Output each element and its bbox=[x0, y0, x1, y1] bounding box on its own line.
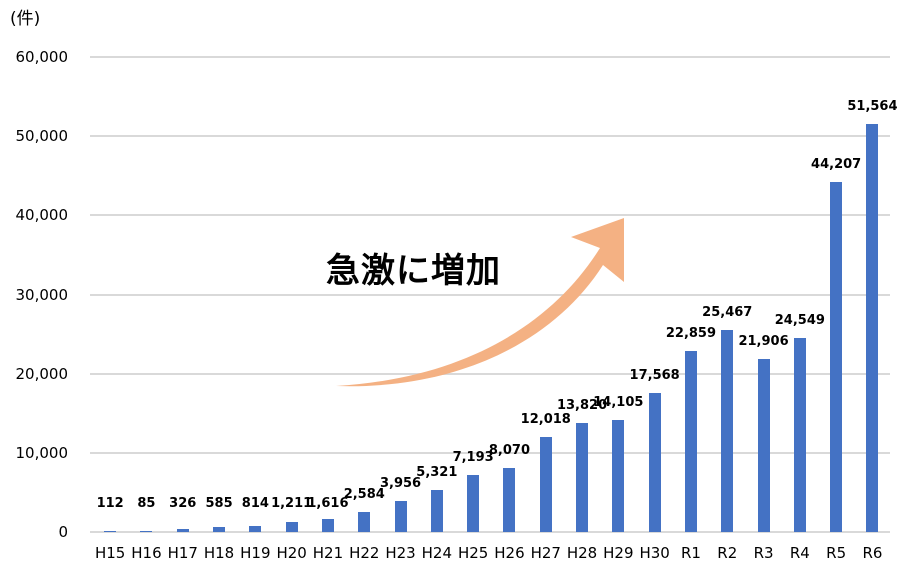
bar-value-label: 14,105 bbox=[593, 395, 644, 411]
bar-value-label: 1,211 bbox=[271, 496, 313, 511]
gridline bbox=[90, 531, 890, 533]
bar-value-label: 13,820 bbox=[556, 397, 608, 413]
gridline bbox=[90, 372, 890, 375]
x-tick-label: H26 bbox=[494, 544, 525, 562]
y-tick-label: 40,000 bbox=[15, 206, 69, 225]
bar-value-label: 1,616 bbox=[307, 496, 349, 511]
x-tick-label: H18 bbox=[203, 544, 235, 562]
bar bbox=[358, 511, 371, 532]
x-tick-label: H20 bbox=[276, 544, 307, 562]
bar bbox=[140, 531, 153, 533]
bar bbox=[539, 436, 552, 532]
x-tick-label: H29 bbox=[603, 544, 634, 562]
bar bbox=[285, 522, 298, 532]
gridline bbox=[90, 293, 890, 296]
x-tick-label: R1 bbox=[680, 544, 701, 562]
bar-value-label: 2,584 bbox=[343, 486, 385, 502]
bar-value-label: 21,906 bbox=[738, 333, 789, 349]
bar bbox=[757, 358, 770, 532]
x-tick-label: H25 bbox=[457, 544, 489, 562]
bar-value-label: 22,859 bbox=[665, 326, 717, 342]
bar-value-label: 51,564 bbox=[847, 98, 898, 114]
bar-value-label: 24,549 bbox=[774, 312, 825, 328]
x-tick-label: R6 bbox=[862, 544, 883, 562]
bar-value-label: 814 bbox=[241, 496, 269, 511]
bar-value-label: 326 bbox=[169, 496, 197, 511]
gridline bbox=[90, 214, 890, 217]
x-tick-label: H19 bbox=[240, 544, 271, 562]
x-tick-label: H27 bbox=[530, 544, 561, 562]
bar bbox=[213, 527, 226, 532]
y-axis-unit-label: (件) bbox=[10, 9, 41, 29]
gridline bbox=[90, 451, 890, 454]
x-tick-label: H30 bbox=[639, 544, 670, 562]
bar-value-label: 7,193 bbox=[452, 450, 494, 466]
y-tick-label: 60,000 bbox=[15, 48, 69, 66]
bar bbox=[866, 123, 879, 532]
bar-value-label: 112 bbox=[96, 496, 124, 511]
x-tick-label: R2 bbox=[717, 544, 738, 562]
x-tick-label: H28 bbox=[566, 544, 598, 562]
bar bbox=[648, 392, 661, 532]
annotation-text: 急激に増加 bbox=[326, 251, 501, 291]
bar bbox=[793, 337, 806, 532]
bar bbox=[684, 351, 697, 532]
x-tick-label: H24 bbox=[421, 544, 453, 562]
bar bbox=[394, 500, 407, 532]
y-tick-label: 10,000 bbox=[15, 443, 69, 462]
y-tick-label: 30,000 bbox=[15, 285, 69, 304]
y-tick-label: 0 bbox=[58, 523, 68, 541]
bar-value-label: 3,956 bbox=[379, 475, 422, 491]
bar bbox=[176, 529, 189, 532]
x-tick-label: H17 bbox=[167, 544, 198, 562]
bar bbox=[721, 330, 734, 532]
gridline bbox=[90, 135, 890, 138]
bar bbox=[321, 519, 334, 532]
gridline bbox=[90, 56, 890, 58]
x-tick-label: H16 bbox=[131, 544, 162, 562]
bar-value-label: 17,568 bbox=[629, 367, 680, 383]
bar bbox=[830, 182, 843, 532]
bar bbox=[576, 422, 589, 532]
bar-value-label: 44,207 bbox=[811, 157, 862, 173]
bar-value-label: 8,070 bbox=[488, 443, 530, 459]
bar-value-label: 85 bbox=[137, 496, 156, 511]
bar bbox=[612, 420, 625, 532]
x-tick-label: H15 bbox=[94, 544, 126, 562]
x-tick-label: H23 bbox=[385, 544, 416, 562]
bar bbox=[104, 531, 117, 533]
bar bbox=[503, 468, 516, 532]
x-tick-label: R5 bbox=[826, 544, 847, 562]
x-tick-label: H21 bbox=[312, 544, 344, 562]
x-tick-label: R4 bbox=[789, 544, 810, 562]
bar-value-label: 5,321 bbox=[416, 464, 458, 480]
y-tick-label: 20,000 bbox=[15, 364, 69, 383]
x-tick-label: R3 bbox=[753, 544, 774, 562]
bar bbox=[430, 489, 443, 532]
bar bbox=[249, 525, 262, 532]
x-tick-label: H22 bbox=[349, 544, 380, 562]
bar bbox=[467, 475, 480, 532]
bar-value-label: 12,018 bbox=[520, 411, 571, 427]
bar-value-label: 585 bbox=[205, 496, 233, 511]
bar-value-label: 25,467 bbox=[702, 305, 753, 321]
y-tick-label: 50,000 bbox=[15, 127, 69, 146]
